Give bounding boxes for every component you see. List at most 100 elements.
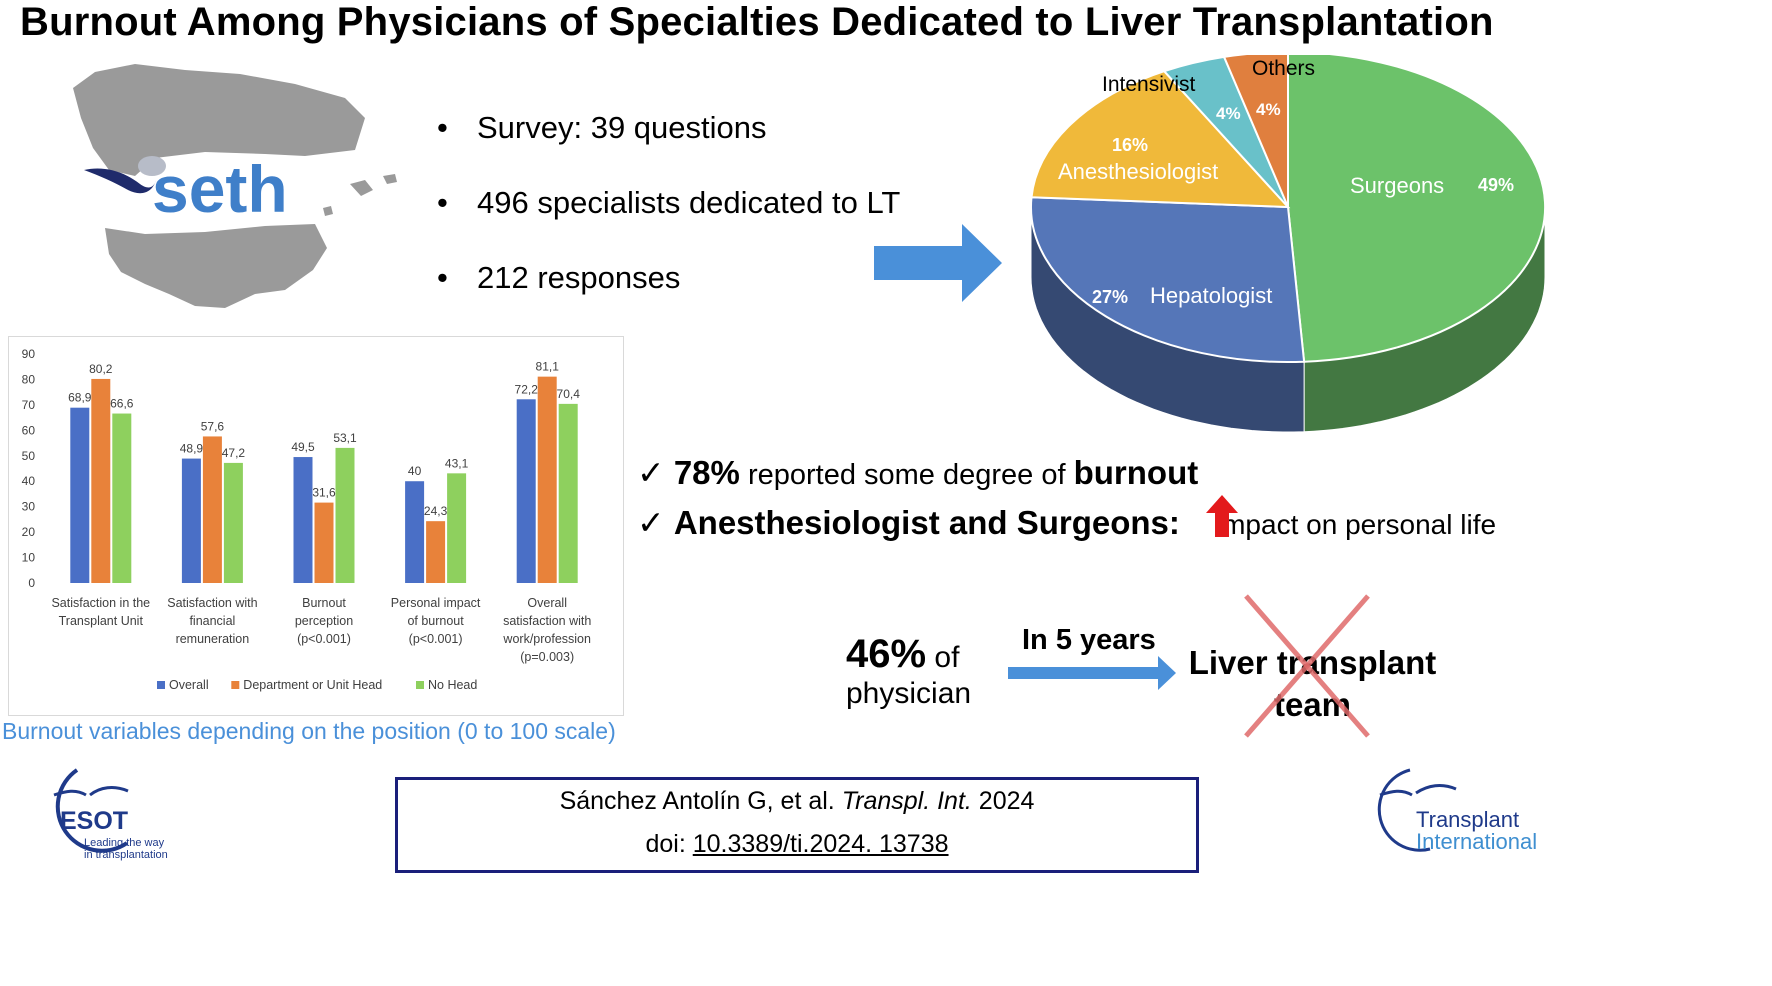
burnout-bar-chart: 0 10 20 30 40 50 60 70 80 90 68,9 80,2 66,6 Satisfact… xyxy=(8,336,624,716)
doi-link[interactable]: 10.3389/ti.2024. 13738 xyxy=(692,830,949,858)
intent-physician: physician xyxy=(846,677,972,710)
bar-value-label: 53,1 xyxy=(333,431,357,445)
bar xyxy=(335,447,355,583)
bar xyxy=(447,473,467,583)
pie-percent: 4% xyxy=(1256,100,1281,119)
pie-label: Surgeons xyxy=(1350,173,1444,198)
category-label: financial xyxy=(189,614,235,628)
category-label: Transplant Unit xyxy=(59,614,144,628)
legend-swatch xyxy=(231,681,240,689)
bar-value-label: 70,4 xyxy=(557,387,581,401)
check-icon: ✓ xyxy=(637,454,665,491)
bar xyxy=(558,403,578,583)
category-label: remuneration xyxy=(176,632,250,646)
pie-label: Intensivist xyxy=(1102,73,1196,96)
pie-slice xyxy=(1030,70,1291,209)
y-tick-label: 20 xyxy=(22,525,36,539)
esot-tagline-1: Leading the way xyxy=(84,837,165,849)
bar-value-label: 43,1 xyxy=(445,456,469,470)
bar-value-label: 31,6 xyxy=(312,486,336,500)
citation-box: Sánchez Antolín G, et al. Transpl. Int. … xyxy=(395,777,1199,873)
bar-value-label: 48,9 xyxy=(180,442,204,456)
bullet-specialists: • 496 specialists dedicated to LT xyxy=(437,186,900,220)
ti-line-2: International xyxy=(1416,829,1538,854)
y-tick-label: 0 xyxy=(28,576,35,590)
pie-slice xyxy=(1030,196,1306,363)
specialty-pie-chart: Surgeons 49% Hepatologist 27% Anesthesiologi… xyxy=(1030,55,1547,433)
intent-of: of xyxy=(926,641,960,674)
bar-value-label: 40 xyxy=(408,464,422,478)
category-label: (p=0.003) xyxy=(520,650,574,664)
bar xyxy=(223,462,243,583)
in-five-years-label: In 5 years xyxy=(1022,624,1156,656)
bar xyxy=(202,436,222,583)
citation-year: 2024 xyxy=(971,787,1035,815)
cross-out-icon xyxy=(1244,594,1370,738)
bar xyxy=(426,521,446,583)
finding-specialties: Anesthesiologist and Surgeons: xyxy=(673,504,1180,541)
category-label: Satisfaction with xyxy=(167,596,257,610)
ti-line-1: Transplant xyxy=(1416,807,1520,832)
category-label: (p<0.001) xyxy=(409,632,463,646)
pie-percent: 27% xyxy=(1092,287,1128,307)
legend-label: Overall xyxy=(169,678,209,692)
esot-logo: ESOT Leading the way in transplantation xyxy=(32,765,192,865)
citation-doi-prefix: doi: xyxy=(645,830,693,858)
bar xyxy=(293,457,313,583)
bar-value-label: 57,6 xyxy=(201,419,225,433)
finding-keyword: burnout xyxy=(1073,454,1199,491)
up-arrow-icon xyxy=(1206,495,1238,537)
y-tick-label: 30 xyxy=(22,500,36,514)
finding-burnout: ✓ 78% reported some degree of burnout xyxy=(637,454,1198,494)
y-tick-label: 50 xyxy=(22,449,36,463)
esot-tagline-2: in transplantation xyxy=(84,849,168,861)
pie-slice xyxy=(1287,55,1547,363)
y-tick-label: 40 xyxy=(22,474,36,488)
bullet-dot: • xyxy=(437,185,448,220)
pie-label: Anesthesiologist xyxy=(1058,159,1218,184)
bullet-text: 496 specialists dedicated to LT xyxy=(477,185,901,220)
citation-authors: Sánchez Antolín G, et al. xyxy=(559,787,842,815)
category-label: Satisfaction in the xyxy=(51,596,150,610)
bar-value-label: 24,3 xyxy=(424,504,448,518)
seth-logo: seth xyxy=(82,148,302,233)
chart-caption: Burnout variables depending on the posit… xyxy=(2,718,616,744)
pie-label: Hepatologist xyxy=(1150,283,1272,308)
category-label: (p<0.001) xyxy=(297,632,351,646)
pie-percent: 16% xyxy=(1112,135,1148,155)
spain-map-image xyxy=(73,64,397,308)
category-label: work/profession xyxy=(502,632,591,646)
bar xyxy=(537,376,557,583)
bullet-text: 212 responses xyxy=(477,260,681,295)
y-tick-label: 60 xyxy=(22,423,36,437)
category-label: of burnout xyxy=(407,614,464,628)
bar-value-label: 68,9 xyxy=(68,391,92,405)
seth-bird-icon xyxy=(84,156,166,194)
finding-impact: ✓ Anesthesiologist and Surgeons: impact o… xyxy=(637,504,1496,544)
check-icon: ✓ xyxy=(637,504,665,541)
bar-value-label: 80,2 xyxy=(89,362,113,376)
pie-label: Others xyxy=(1252,57,1315,80)
legend-swatch xyxy=(157,681,165,689)
bar xyxy=(70,407,90,583)
category-label: Personal impact xyxy=(391,596,481,610)
burnout-percent: 78% xyxy=(673,454,740,491)
bullet-text: Survey: 39 questions xyxy=(477,110,767,145)
bullet-responses: • 212 responses xyxy=(437,261,680,295)
category-label: perception xyxy=(295,614,353,628)
seth-logo-text: seth xyxy=(152,152,288,226)
bar xyxy=(405,481,425,583)
legend-label: Department or Unit Head xyxy=(243,678,382,692)
esot-emblem-icon xyxy=(53,768,129,853)
y-tick-label: 70 xyxy=(22,398,36,412)
bar xyxy=(314,502,334,583)
finding-text: reported some degree of xyxy=(739,459,1074,491)
y-tick-label: 10 xyxy=(22,551,36,565)
esot-name: ESOT xyxy=(60,807,129,835)
page-title: Burnout Among Physicians of Specialties … xyxy=(20,0,1494,44)
citation-journal: Transpl. Int. xyxy=(841,787,972,815)
bar xyxy=(516,399,536,583)
bullet-dot: • xyxy=(437,110,448,145)
transplant-international-logo: Transplant International xyxy=(1370,765,1570,865)
intent-percent: 46% xyxy=(846,632,927,676)
